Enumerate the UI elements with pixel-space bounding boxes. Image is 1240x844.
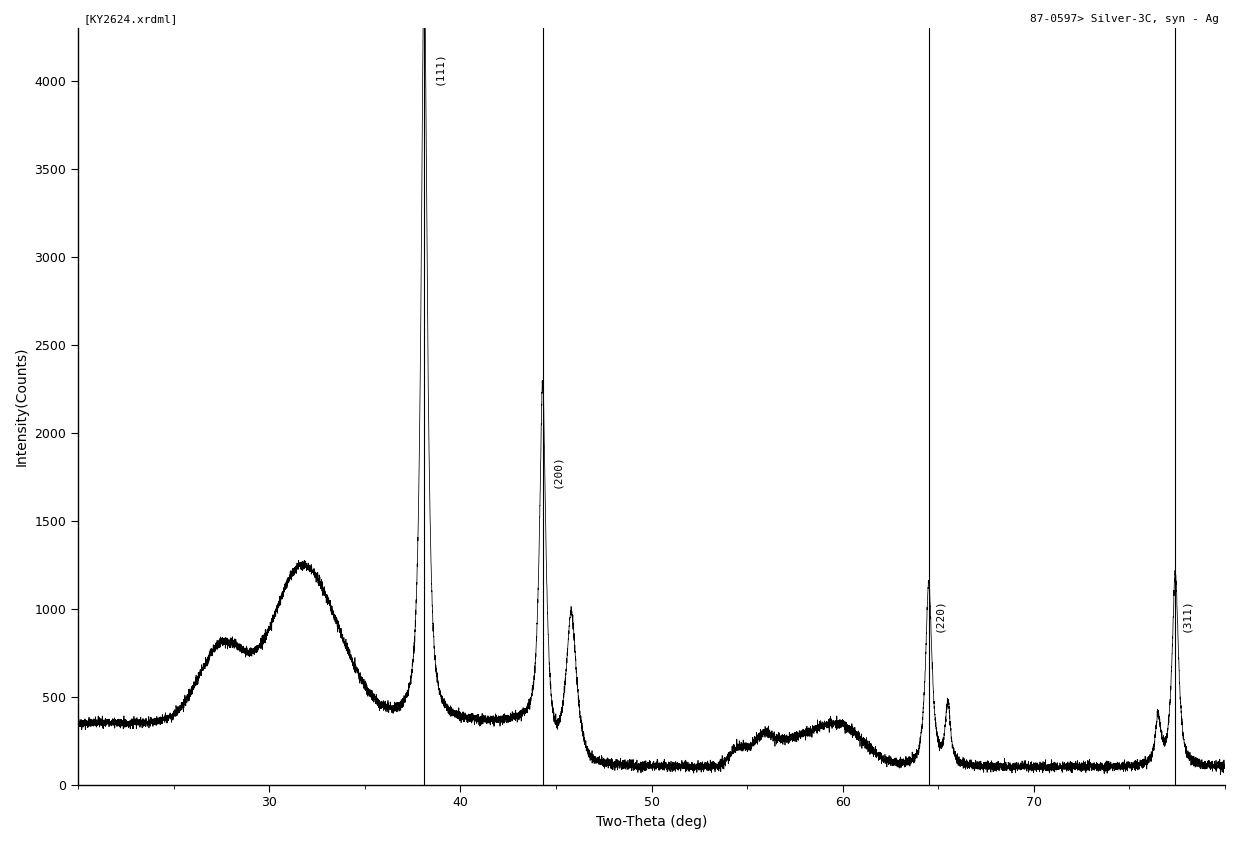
Text: (311): (311) [1180,598,1192,632]
Text: (220): (220) [935,598,945,632]
X-axis label: Two-Theta (deg): Two-Theta (deg) [596,815,707,829]
Text: (200): (200) [552,454,562,488]
Text: (111): (111) [434,51,444,85]
Text: 87-0597> Silver-3C, syn - Ag: 87-0597> Silver-3C, syn - Ag [1030,14,1219,24]
Y-axis label: Intensity(Counts): Intensity(Counts) [15,347,29,466]
Text: [KY2624.xrdml]: [KY2624.xrdml] [84,14,179,24]
